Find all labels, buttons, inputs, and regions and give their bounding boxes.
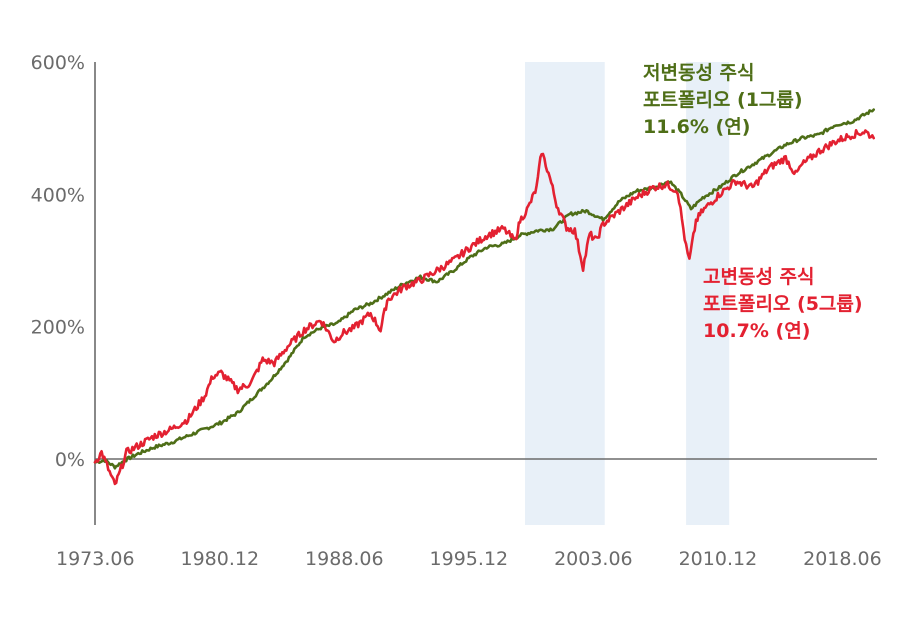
x-tick-label: 2003.06 — [554, 548, 633, 570]
low-volatility-label: 저변동성 주식 — [643, 62, 755, 84]
x-tick-label: 2018.06 — [803, 548, 882, 570]
low-volatility-series-line — [93, 108, 875, 470]
y-tick-label: 400% — [31, 184, 85, 206]
x-tick-labels: 1973.06 1980.12 1988.06 1995.12 2003.06 2010.… — [56, 548, 882, 570]
shaded-period-2 — [686, 62, 730, 525]
shaded-period-1 — [525, 62, 605, 525]
x-tick-label: 1988.06 — [305, 548, 384, 570]
x-tick-label: 1980.12 — [181, 548, 260, 570]
low-volatility-label: 11.6% (연) — [643, 116, 750, 138]
y-tick-label: 0% — [55, 449, 85, 471]
high-volatility-series-line — [93, 129, 875, 486]
high-volatility-label: 고변동성 주식 — [703, 266, 815, 288]
high-volatility-label: 포트폴리오 (5그룹) — [703, 293, 863, 315]
y-tick-label: 600% — [31, 52, 85, 74]
x-tick-label: 1973.06 — [56, 548, 135, 570]
x-tick-label: 2010.12 — [679, 548, 758, 570]
low-volatility-label: 포트폴리오 (1그룹) — [643, 89, 803, 111]
high-volatility-label: 10.7% (연) — [703, 320, 810, 342]
series-lines — [93, 108, 875, 486]
y-tick-labels: 600% 400% 200% 0% — [31, 52, 85, 471]
y-tick-label: 200% — [31, 317, 85, 339]
shaded-periods — [525, 62, 730, 525]
x-tick-label: 1995.12 — [430, 548, 509, 570]
